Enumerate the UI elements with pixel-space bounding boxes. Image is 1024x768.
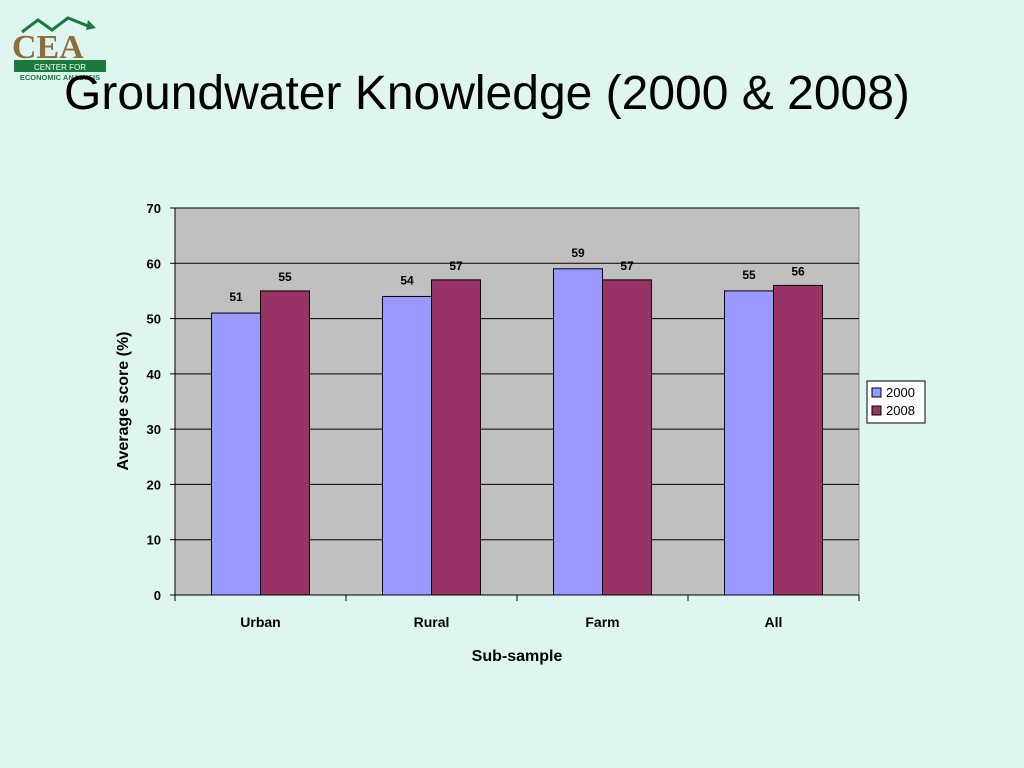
bar-2008-rural bbox=[431, 279, 481, 596]
legend-swatch-2000 bbox=[871, 387, 882, 398]
data-label: 51 bbox=[229, 290, 243, 304]
data-label: 57 bbox=[620, 259, 634, 273]
x-tick-label: All bbox=[765, 614, 783, 630]
legend-label-2008: 2008 bbox=[886, 403, 915, 418]
logo-arrow-icon bbox=[21, 16, 89, 34]
data-label: 55 bbox=[742, 268, 756, 282]
bar-2000-all bbox=[724, 290, 774, 596]
x-tick-label: Urban bbox=[240, 614, 280, 630]
y-tick-label: 70 bbox=[147, 201, 161, 216]
legend-label-2000: 2000 bbox=[886, 385, 915, 400]
y-tick-label: 10 bbox=[147, 533, 161, 548]
data-label: 54 bbox=[400, 273, 414, 287]
cea-logo: CEA CENTER FOR ECONOMIC ANALYSIS bbox=[12, 16, 106, 82]
y-tick-label: 20 bbox=[147, 477, 161, 492]
bar-2000-farm bbox=[553, 268, 603, 596]
y-tick-label: 60 bbox=[147, 256, 161, 271]
logo-subtitle-line2: ECONOMIC ANALYSIS bbox=[20, 73, 100, 82]
data-label: 56 bbox=[791, 264, 805, 278]
y-tick-label: 40 bbox=[147, 367, 161, 382]
x-tick-label: Farm bbox=[585, 614, 619, 630]
logo-subtitle-line1: CENTER FOR bbox=[34, 63, 86, 72]
data-label: 57 bbox=[449, 259, 463, 273]
y-tick-label: 30 bbox=[147, 422, 161, 437]
y-axis-title: Average score (%) bbox=[115, 331, 132, 470]
bar-2008-urban bbox=[260, 290, 310, 596]
legend-swatch-2008 bbox=[871, 405, 882, 416]
slide-title: Groundwater Knowledge (2000 & 2008) bbox=[64, 67, 910, 120]
y-tick-label: 50 bbox=[147, 312, 161, 327]
logo-letters: CEA bbox=[12, 29, 84, 66]
bar-2008-farm bbox=[602, 279, 652, 596]
data-label: 55 bbox=[278, 270, 292, 284]
y-tick-label: 0 bbox=[154, 588, 161, 603]
x-axis-title: Sub-sample bbox=[472, 648, 563, 665]
bar-2000-rural bbox=[382, 295, 432, 596]
x-tick-label: Rural bbox=[414, 614, 450, 630]
bar-2008-all bbox=[773, 284, 823, 596]
bar-2000-urban bbox=[211, 312, 261, 596]
data-label: 59 bbox=[571, 246, 585, 260]
